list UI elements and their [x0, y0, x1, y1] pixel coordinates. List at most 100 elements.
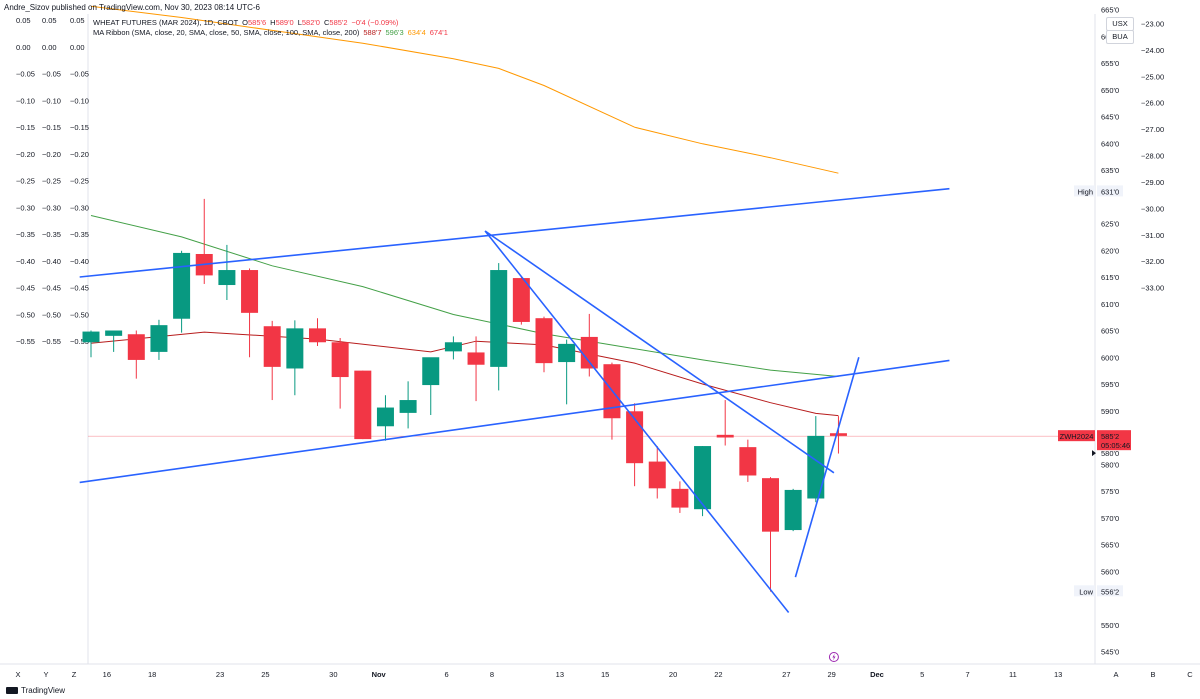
low-value-bg [1097, 585, 1123, 597]
candle-body[interactable] [716, 434, 734, 438]
candle-body[interactable] [580, 336, 598, 369]
left-scale-1-tick: 0.00 [42, 43, 57, 52]
candle-body[interactable] [490, 270, 508, 367]
left-scale-2-tick: −0.55 [70, 337, 89, 346]
candle-body[interactable] [173, 252, 191, 319]
candle-body[interactable] [694, 446, 712, 510]
trend-line[interactable] [484, 230, 790, 613]
percent-axis-tick: −25.00 [1141, 72, 1164, 81]
left-scale-0-tick: −0.20 [16, 150, 35, 159]
unit-button-usx[interactable]: USX [1106, 17, 1134, 31]
percent-axis-tick: −29.00 [1141, 178, 1164, 187]
candle-body[interactable] [444, 342, 462, 352]
ma100-value: 634'4 [407, 28, 426, 37]
candle-body[interactable] [762, 478, 779, 532]
left-scale-1-tick: −0.55 [42, 337, 61, 346]
candle-body[interactable] [376, 407, 394, 427]
candle-body[interactable] [422, 357, 440, 386]
left-scale-1-tick: −0.25 [42, 177, 61, 186]
price-axis-tick: 605'0 [1101, 327, 1119, 336]
left-scale-letter: Z [72, 670, 77, 679]
ohlc-values: O585'6 H589'0 L582'0 C585'2 −0'4 (−0.09%) [242, 18, 399, 27]
candle-body[interactable] [784, 489, 802, 531]
trend-line[interactable] [79, 359, 950, 484]
high-label-bg [1074, 185, 1095, 197]
price-axis-tick: 645'0 [1101, 113, 1119, 122]
left-scale-1-tick: 0.05 [42, 16, 57, 25]
candle-body[interactable] [467, 352, 485, 365]
candle-body[interactable] [829, 433, 847, 436]
last-price-badge-bg [1097, 430, 1131, 451]
tradingview-logo-icon [6, 687, 18, 694]
price-axis-tick: 560'0 [1101, 567, 1119, 576]
footer-brand-text: TradingView [21, 686, 66, 695]
left-scale-0-tick: −0.05 [16, 70, 35, 79]
trend-line[interactable] [794, 357, 860, 578]
percent-axis-tick: −28.00 [1141, 152, 1164, 161]
low-label: Low [1079, 587, 1093, 596]
left-scale-0-tick: 0.05 [16, 16, 31, 25]
candle-body[interactable] [331, 342, 349, 378]
time-axis-tick: 13 [556, 670, 564, 679]
price-axis-tick: 615'0 [1101, 273, 1119, 282]
candle-body[interactable] [558, 343, 576, 363]
ma-line-ma50 [90, 215, 839, 377]
time-axis-tick: 16 [103, 670, 111, 679]
left-scale-0-tick: −0.40 [16, 257, 35, 266]
candle-body[interactable] [512, 278, 530, 322]
change-value: −0'4 (−0.09%) [351, 18, 399, 27]
left-scale-2-tick: −0.15 [70, 123, 89, 132]
low-value: 582'0 [301, 18, 320, 27]
candle-body[interactable] [105, 330, 123, 336]
candle-body[interactable] [671, 488, 689, 508]
time-axis-tick: 29 [827, 670, 835, 679]
ma-line-ma20 [90, 331, 839, 417]
candle-body[interactable] [739, 447, 757, 476]
candle-body[interactable] [354, 370, 372, 440]
left-scale-2-tick: 0.05 [70, 16, 85, 25]
right-scale-letter: A [1113, 670, 1118, 679]
percent-axis-tick: −31.00 [1141, 231, 1164, 240]
low-value: 556'2 [1101, 587, 1119, 596]
candle-body[interactable] [309, 328, 326, 343]
price-axis-tick: 565'0 [1101, 541, 1119, 550]
left-scale-0-tick: −0.45 [16, 284, 35, 293]
publisher-caption: Andre_Sizov published on TradingView.com… [4, 3, 261, 12]
lightning-icon [832, 653, 836, 661]
price-axis-tick: 625'0 [1101, 220, 1119, 229]
price-axis-tick: 595'0 [1101, 380, 1119, 389]
unit-button-bua[interactable]: BUA [1106, 30, 1134, 44]
candle-body[interactable] [535, 318, 553, 364]
candle-body[interactable] [127, 334, 145, 360]
candle-body[interactable] [241, 270, 259, 313]
time-axis-tick: 27 [782, 670, 790, 679]
left-scale-2-tick: 0.00 [70, 43, 85, 52]
high-value-bg [1097, 185, 1123, 197]
candle-body[interactable] [399, 400, 417, 413]
price-axis-tick: 635'0 [1101, 166, 1119, 175]
candle-body[interactable] [807, 435, 825, 499]
percent-axis-tick: −33.00 [1141, 284, 1164, 293]
left-scale-2-tick: −0.40 [70, 257, 89, 266]
left-scale-0-tick: −0.25 [16, 177, 35, 186]
left-scale-2-tick: −0.25 [70, 177, 89, 186]
time-axis-tick: Dec [870, 670, 884, 679]
candle-body[interactable] [150, 325, 168, 352]
time-axis-tick: 13 [1054, 670, 1062, 679]
time-axis-tick: 11 [1009, 670, 1017, 679]
percent-axis-tick: −27.00 [1141, 125, 1164, 134]
left-scale-letter: Y [43, 670, 48, 679]
candle-body[interactable] [286, 328, 304, 369]
left-scale-1-tick: −0.15 [42, 123, 61, 132]
left-scale-0-tick: −0.55 [16, 337, 35, 346]
percent-axis-tick: −30.00 [1141, 204, 1164, 213]
ma50-value: 596'3 [385, 28, 404, 37]
candle-body[interactable] [218, 270, 236, 286]
trend-line[interactable] [79, 187, 950, 278]
candle-body[interactable] [648, 461, 666, 489]
candle-body[interactable] [82, 331, 100, 343]
trend-line[interactable] [484, 230, 835, 474]
candle-body[interactable] [263, 326, 281, 367]
price-axis-tick: 545'0 [1101, 648, 1119, 657]
